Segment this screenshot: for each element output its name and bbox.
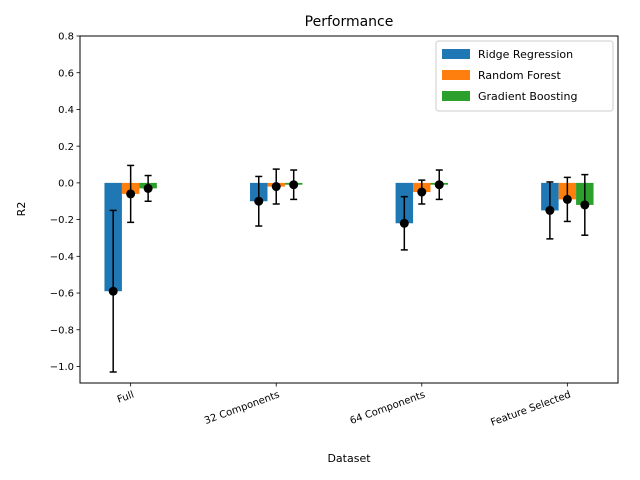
error-bar-random-forest-64-components <box>417 179 427 205</box>
mean-marker <box>562 194 572 204</box>
y-tick-label: −0.8 <box>50 325 74 336</box>
legend: Ridge Regression Random Forest Gradient Bo… <box>435 40 614 112</box>
x-axis-label: Dataset <box>327 452 371 465</box>
mean-marker <box>434 180 444 190</box>
mean-marker <box>580 200 590 210</box>
y-tick-label: −1.0 <box>50 362 74 373</box>
legend-swatch-gradient-boosting <box>442 91 470 101</box>
error-bar-gradient-boosting-full <box>143 174 153 202</box>
error-bar-random-forest-32-components <box>271 168 281 205</box>
legend-label-ridge-regression: Ridge Regression <box>478 48 573 61</box>
error-bar-ridge-regression-32-components <box>254 175 264 227</box>
y-tick-label: 0.0 <box>58 178 74 189</box>
axes-frame <box>79 35 619 384</box>
error-bar-random-forest-full <box>126 164 136 224</box>
y-tick-label: −0.2 <box>50 215 74 226</box>
x-tick-label-full: Full <box>116 389 136 405</box>
y-tick-label: 0.8 <box>58 32 74 43</box>
y-tick-label: 0.2 <box>58 142 74 153</box>
y-tick-label: −0.6 <box>50 289 74 300</box>
legend-label-gradient-boosting: Gradient Boosting <box>478 90 577 103</box>
error-bar-ridge-regression-feature-selected <box>545 181 555 240</box>
mean-marker <box>126 189 136 199</box>
mean-marker <box>417 187 427 197</box>
legend-swatch-random-forest <box>442 70 470 80</box>
error-bar-random-forest-feature-selected <box>562 176 572 223</box>
mean-marker <box>271 182 281 192</box>
y-axis-label: R2 <box>15 202 28 217</box>
error-bar-gradient-boosting-32-components <box>289 169 299 201</box>
y-tick-label: 0.6 <box>58 68 74 79</box>
mean-marker <box>254 196 264 206</box>
legend-swatch-ridge-regression <box>442 49 470 59</box>
chart-title: Performance <box>305 14 394 30</box>
mean-marker <box>143 183 153 193</box>
error-bar-gradient-boosting-feature-selected <box>580 173 590 236</box>
mean-marker <box>399 218 409 228</box>
error-bar-ridge-regression-64-components <box>399 195 409 251</box>
mean-marker <box>108 286 118 296</box>
legend-box <box>435 40 614 112</box>
error-bar-gradient-boosting-64-components <box>434 169 444 201</box>
y-tick-label: −0.4 <box>50 252 74 263</box>
y-tick-label: 0.4 <box>58 105 74 116</box>
error-bar-ridge-regression-full <box>108 209 118 373</box>
mean-marker <box>289 180 299 190</box>
legend-label-random-forest: Random Forest <box>478 69 561 82</box>
mean-marker <box>545 205 555 215</box>
